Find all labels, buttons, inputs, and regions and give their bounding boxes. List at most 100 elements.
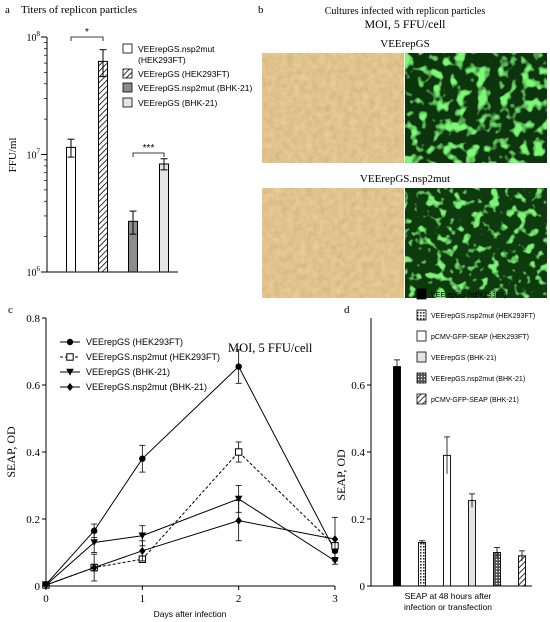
panel-a-legend-swatch	[122, 82, 133, 93]
panel-d-x-label-line-2: infection or transfection	[404, 602, 492, 612]
panel-c-legend-marker	[66, 353, 74, 361]
panel-c-data-point	[42, 580, 50, 589]
panel-c-data-point	[90, 563, 98, 572]
tick-base: 10	[27, 268, 37, 279]
panel-c-series-line	[45, 498, 336, 586]
panel-a-bar	[98, 60, 108, 273]
panel-a-title: Titers of replicon particles	[21, 4, 137, 16]
panel-c-y-tick-label: 0.8	[26, 313, 40, 325]
panel-letter-d: d	[344, 304, 350, 316]
panel-a-bar	[159, 163, 169, 273]
panel-d-y-tick-label: 0.2	[351, 514, 365, 526]
panel-c-data-point	[139, 455, 146, 462]
significance-bracket	[70, 36, 104, 41]
panel-d-legend-label: VEErepGS (BHK-21)	[431, 355, 496, 362]
panel-c-data-point	[139, 546, 146, 555]
panel-d-bar	[443, 454, 451, 587]
panel-c-series-group	[42, 441, 339, 589]
panel-c-legend: VEErepGS (HEK293FT) VEErepGS.nsp2mut (HEK…	[60, 337, 220, 392]
panel-a-legend-label: VEErepGS (BHK-21)	[138, 98, 218, 108]
panel-c-line-chart: c MOI, 5 FFU/cell SEAP, OD Days after in…	[4, 304, 339, 619]
micrograph-fluorescence-nsp2mut	[405, 188, 547, 298]
panel-a-legend-label: VEErepGS.nsp2mut	[138, 44, 215, 54]
panel-c-data-point	[138, 532, 147, 540]
micrograph-brightfield-veerepgs	[262, 53, 404, 163]
panel-d-legend-swatch	[416, 351, 427, 363]
panel-c-legend-label: VEErepGS (HEK293FT)	[86, 337, 183, 347]
panel-a-legend-label: (HEK293FT)	[138, 55, 186, 65]
panel-d-y-label: SEAP, OD	[334, 449, 348, 501]
panel-d-y-tick-label: 0.4	[351, 447, 365, 459]
panel-c-data-point	[90, 539, 98, 547]
panel-c-data-point	[234, 495, 243, 503]
panel-d-legend-label: VEErepGS.nsp2mut (BHK-21)	[431, 376, 525, 383]
panel-a-y-label: FFU/ml	[7, 138, 19, 173]
panel-c-x-tick-label: 2	[236, 593, 242, 605]
significance-bracket	[132, 152, 165, 157]
panel-a-titer-chart: a Titers of replicon particles FFU/ml 10…	[5, 4, 252, 279]
panel-c-x-tick-label: 0	[43, 593, 49, 605]
panel-c-y-tick-label: 0.6	[26, 380, 40, 392]
tick-base: 10	[27, 151, 37, 162]
tick-exponent: 8	[37, 30, 41, 38]
panel-c-series-group	[42, 485, 339, 589]
tick-exponent: 6	[37, 265, 41, 273]
panel-b-row-label-2: VEErepGS.nsp2mut	[360, 173, 450, 185]
panel-d-y-tick-label: 0	[360, 581, 366, 593]
panel-a-tick-label: 106	[27, 265, 41, 279]
panel-c-axes: 0 0.2 0.4 0.6 0.8 0 1 2 3	[26, 313, 338, 605]
significance-label: *	[85, 27, 89, 38]
panel-a-bar	[66, 146, 76, 273]
panel-d-legend: VEErepGS (HEK293FT) VEErepGS.nsp2mut (HEK…	[416, 288, 535, 405]
micrograph-fluorescence-veerepgs	[405, 53, 547, 163]
panel-c-title: MOI, 5 FFU/cell	[228, 341, 313, 355]
panel-c-x-label: Days after infection	[154, 609, 227, 619]
panel-letter-c: c	[8, 304, 13, 316]
panel-d-legend-swatch	[416, 309, 427, 321]
panel-a-tick-label: 107	[27, 148, 41, 162]
panel-letter-a: a	[5, 4, 10, 16]
panel-c-series-line	[45, 451, 336, 586]
panel-d-legend-swatch	[416, 330, 427, 342]
significance-label: ***	[143, 143, 155, 154]
panel-a-legend-label: VEErepGS.nsp2mut (BHK-21)	[138, 83, 252, 93]
micrograph-brightfield-nsp2mut	[262, 188, 404, 298]
panel-a-tick-label: 108	[27, 30, 41, 44]
panel-d-bar	[393, 366, 401, 587]
panel-c-y-tick-label: 0.4	[26, 447, 40, 459]
panel-c-data-point	[331, 535, 339, 544]
panel-d-bar	[418, 542, 426, 587]
panel-c-legend-marker	[66, 338, 74, 346]
panel-c-data-point	[235, 363, 242, 370]
panel-c-legend-marker	[66, 383, 74, 391]
panel-d-legend-label: VEErepGS (HEK293FT)	[431, 292, 506, 299]
panel-c-legend-marker	[66, 368, 74, 376]
panel-c-y-tick-label: 0.2	[26, 514, 40, 526]
panel-c-series	[42, 349, 339, 589]
panel-c-x-tick-label: 3	[332, 593, 338, 605]
panel-d-bar	[468, 500, 476, 587]
panel-d-x-label-line-1: SEAP at 48 hours after	[405, 591, 492, 601]
panel-a-legend-swatch	[122, 68, 133, 79]
panel-a-legend-swatch	[122, 43, 133, 54]
tick-exponent: 7	[37, 148, 41, 156]
panel-d-legend-label: pCMV-GFP-SEAP (HEK293FT)	[431, 334, 529, 341]
panel-d-bars	[393, 359, 526, 587]
panel-d-legend-swatch	[416, 372, 427, 384]
panel-a-legend-label: VEErepGS (HEK293FT)	[138, 69, 230, 79]
panel-d-legend-label: VEErepGS.nsp2mut (HEK293FT)	[431, 313, 535, 320]
panel-c-legend-label: VEErepGS.nsp2mut (BHK-21)	[86, 382, 207, 392]
panel-d-legend-swatch	[416, 288, 427, 300]
panel-d-y-tick-label: 0.6	[351, 380, 365, 392]
panel-c-data-point	[235, 516, 242, 525]
panel-c-series-line	[45, 365, 336, 585]
panel-a-bars: ****	[66, 27, 169, 273]
panel-letter-b: b	[258, 4, 264, 16]
panel-d-legend-swatch	[416, 393, 427, 405]
panel-b-microscopy: b Cultures infected with replicon partic…	[258, 4, 547, 298]
tick-base: 10	[27, 33, 37, 44]
panel-c-legend-label: VEErepGS.nsp2mut (HEK293FT)	[86, 352, 220, 362]
panel-c-y-label: SEAP, OD	[4, 426, 18, 478]
panel-a-legend: VEErepGS.nsp2mut(HEK293FT) VEErepGS (HEK2…	[122, 43, 252, 108]
